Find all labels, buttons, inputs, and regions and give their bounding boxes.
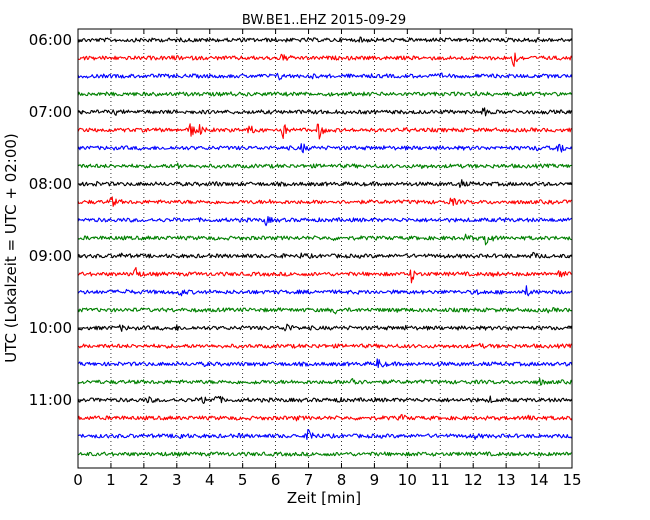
trace-08:00 xyxy=(77,179,573,188)
x-tick-label: 6 xyxy=(271,471,281,489)
trace-09:30 xyxy=(77,285,573,297)
y-tick-label: 06:00 xyxy=(29,31,72,49)
trace-11:15 xyxy=(77,413,573,422)
x-tick-label: 12 xyxy=(464,471,483,489)
x-tick-label: 7 xyxy=(304,471,314,489)
y-tick-label: 07:00 xyxy=(29,103,72,121)
trace-10:45 xyxy=(77,377,573,386)
trace-08:45 xyxy=(77,233,573,246)
trace-07:45 xyxy=(77,162,573,170)
trace-07:30 xyxy=(77,143,573,154)
trace-10:15 xyxy=(77,342,573,349)
x-tick-label: 8 xyxy=(337,471,347,489)
y-tick-label: 10:00 xyxy=(29,319,72,337)
trace-11:30 xyxy=(77,429,573,441)
trace-06:00 xyxy=(77,36,573,43)
trace-06:15 xyxy=(77,52,573,67)
x-tick-label: 5 xyxy=(238,471,248,489)
y-tick-label: 08:00 xyxy=(29,175,72,193)
trace-10:30 xyxy=(77,358,573,369)
x-tick-label: 13 xyxy=(497,471,516,489)
y-tick-label: 11:00 xyxy=(29,391,72,409)
x-tick-label: 3 xyxy=(172,471,182,489)
x-tick-label: 4 xyxy=(205,471,215,489)
x-axis-label: Zeit [min] xyxy=(287,489,361,507)
trace-07:15 xyxy=(77,123,573,140)
trace-08:30 xyxy=(77,215,573,227)
trace-08:15 xyxy=(77,196,573,207)
x-tick-label: 2 xyxy=(139,471,149,489)
trace-06:30 xyxy=(77,72,573,81)
trace-06:45 xyxy=(77,90,573,97)
y-axis: 06:00 07:00 08:00 09:00 10:00 11:00 xyxy=(29,31,572,409)
trace-09:15 xyxy=(77,266,573,284)
x-tick-label: 1 xyxy=(106,471,116,489)
x-tick-label: 9 xyxy=(370,471,380,489)
trace-07:00 xyxy=(77,107,573,117)
trace-09:00 xyxy=(77,251,573,259)
plot-area-frame xyxy=(77,28,573,469)
x-tick-label: 14 xyxy=(530,471,549,489)
seismogram-traces xyxy=(77,36,573,457)
trace-09:45 xyxy=(77,307,573,315)
trace-10:00 xyxy=(77,323,573,332)
chart-title: BW.BE1..EHZ 2015-09-29 xyxy=(242,13,406,28)
x-tick-label: 0 xyxy=(73,471,83,489)
trace-11:00 xyxy=(77,395,573,404)
x-tick-label: 10 xyxy=(398,471,417,489)
x-tick-label: 15 xyxy=(562,471,581,489)
trace-11:45 xyxy=(77,451,573,457)
y-tick-label: 09:00 xyxy=(29,247,72,265)
y-axis-label: UTC (Lokalzeit = UTC + 02:00) xyxy=(2,133,20,363)
x-axis: 0 1 2 3 4 5 6 7 8 9 10 11 12 13 14 15 xyxy=(73,29,582,489)
x-tick-label: 11 xyxy=(431,471,450,489)
